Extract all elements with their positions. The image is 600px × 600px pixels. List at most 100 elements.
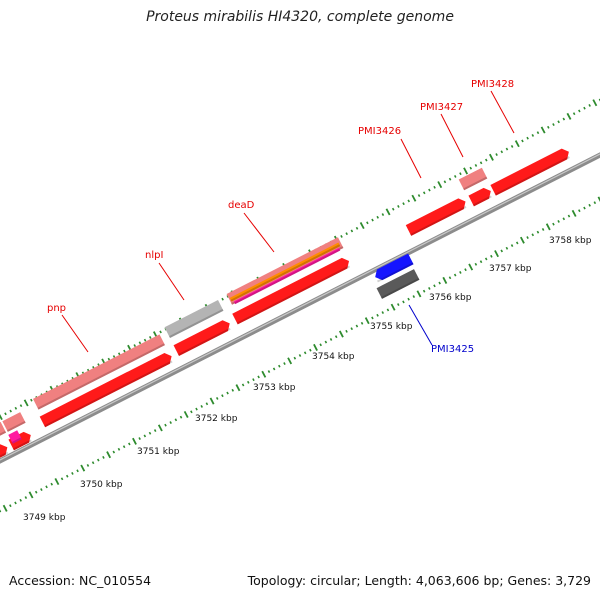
gene-label-PMI3426[interactable]: PMI3426: [358, 126, 401, 137]
outer-minor-tick: [117, 352, 121, 356]
outer-major-tick: [463, 167, 469, 175]
inner-minor-tick: [50, 482, 53, 486]
gene-PMI3425-gray-body: [376, 269, 420, 299]
outer-minor-tick: [221, 297, 224, 301]
inner-minor-tick: [86, 463, 90, 467]
inner-major-tick: [132, 437, 137, 445]
inner-minor-tick: [40, 488, 43, 491]
outer-minor-tick: [143, 338, 147, 342]
gene-nlpI-red: [173, 320, 231, 356]
inner-minor-tick: [567, 214, 571, 218]
inner-minor-tick: [102, 455, 105, 459]
ruler-label-3756: 3756 kbp: [429, 293, 472, 303]
gene-label-nlpI[interactable]: nlpI: [145, 250, 163, 261]
outer-minor-tick: [547, 125, 550, 129]
outer-minor-tick: [500, 150, 504, 154]
gene-PMI3426-red-body: [405, 198, 466, 236]
inner-minor-tick: [402, 300, 405, 304]
inner-major-tick: [313, 343, 318, 351]
outer-major-tick: [540, 126, 546, 134]
inner-major-tick: [287, 357, 293, 365]
outer-minor-tick: [391, 207, 395, 211]
gene-PMI3427-red-body: [468, 187, 491, 207]
gene-PMI3428-red: [490, 148, 570, 196]
outer-major-tick: [489, 153, 494, 161]
gene-label-PMI3425[interactable]: PMI3425: [431, 344, 474, 355]
inner-minor-tick: [428, 287, 431, 290]
outer-minor-tick: [407, 199, 410, 203]
gene-label-deaD[interactable]: deaD: [228, 200, 255, 211]
label-leaders: [61, 90, 515, 353]
genome-backbone: [0, 152, 600, 464]
outer-minor-tick: [536, 131, 540, 135]
inner-minor-tick: [112, 450, 116, 454]
gene-deaD-magenta-body: [233, 247, 341, 305]
inner-minor-tick: [484, 257, 488, 261]
inner-minor-tick: [298, 354, 302, 357]
inner-minor-tick: [541, 228, 545, 231]
inner-minor-tick: [267, 370, 271, 374]
gene-left-magenta-body: [8, 430, 22, 444]
outer-minor-tick: [417, 194, 421, 197]
outer-minor-tick: [14, 406, 18, 410]
inner-minor-tick: [174, 418, 178, 422]
inner-minor-tick: [334, 335, 338, 339]
gene-left-pink-2: [0, 421, 7, 439]
inner-minor-tick: [319, 343, 322, 347]
outer-minor-tick: [133, 344, 137, 348]
outer-minor-tick: [19, 404, 23, 408]
inner-major-tick: [28, 491, 34, 499]
genome-backbone-highlight: [0, 153, 600, 461]
gene-deaD-orange: [229, 242, 341, 302]
outer-minor-tick: [474, 164, 478, 167]
inner-minor-tick: [97, 458, 100, 462]
gene-label-PMI3428[interactable]: PMI3428: [471, 79, 514, 90]
outer-minor-tick: [448, 177, 452, 181]
outer-minor-tick: [495, 153, 498, 157]
gene-labels: pnp nlpI deaD PMI3426 PMI3427 PMI3428 PM…: [47, 79, 514, 355]
outer-minor-tick: [366, 221, 369, 225]
inner-minor-tick: [179, 415, 183, 419]
inner-minor-tick: [474, 262, 478, 266]
outer-minor-tick: [123, 349, 126, 353]
inner-minor-tick: [153, 429, 157, 433]
gene-PMI3428-red-shade: [494, 156, 570, 196]
gene-PMI3425-gray: [376, 269, 420, 299]
inner-minor-tick: [386, 308, 390, 312]
outer-minor-tick: [459, 172, 462, 176]
outer-major-tick: [411, 194, 417, 202]
inner-minor-tick: [536, 230, 540, 234]
gene-deaD-orange-body: [229, 242, 341, 302]
leader-pnp: [61, 314, 89, 353]
gene-deaD-red: [232, 257, 350, 325]
outer-minor-tick: [479, 161, 483, 165]
ruler-label-3757: 3757 kbp: [489, 264, 532, 274]
gene-left-red-2-shade: [0, 451, 9, 459]
inner-minor-tick: [226, 391, 229, 395]
outer-minor-tick: [433, 185, 436, 189]
inner-minor-tick: [562, 217, 566, 221]
gene-left-magenta-shade: [11, 437, 22, 444]
outer-minor-tick: [138, 341, 142, 345]
inner-major-tick: [183, 410, 189, 419]
ruler-label-3752: 3752 kbp: [195, 414, 238, 424]
inner-minor-tick: [593, 201, 597, 205]
inner-major-tick: [54, 477, 60, 486]
inner-minor-tick: [329, 337, 333, 341]
inner-minor-tick: [381, 311, 385, 315]
inner-major-tick: [106, 451, 112, 459]
gene-label-pnp[interactable]: pnp: [47, 303, 66, 314]
gene-PMI3428-red-body: [490, 148, 569, 196]
gene-features: [0, 148, 570, 459]
leader-nlpI: [158, 262, 185, 301]
gene-PMI3425-blue-body: [375, 253, 414, 281]
gene-pnp-pink-shade: [37, 343, 165, 410]
outer-major-tick: [385, 208, 391, 216]
outer-minor-tick: [340, 235, 343, 238]
gene-label-PMI3427[interactable]: PMI3427: [420, 102, 463, 113]
gene-nlpI-red-body: [173, 320, 230, 356]
outer-minor-tick: [443, 180, 447, 184]
outer-minor-tick: [562, 117, 566, 121]
gene-left-magenta: [8, 430, 22, 444]
inner-minor-tick: [247, 380, 250, 384]
